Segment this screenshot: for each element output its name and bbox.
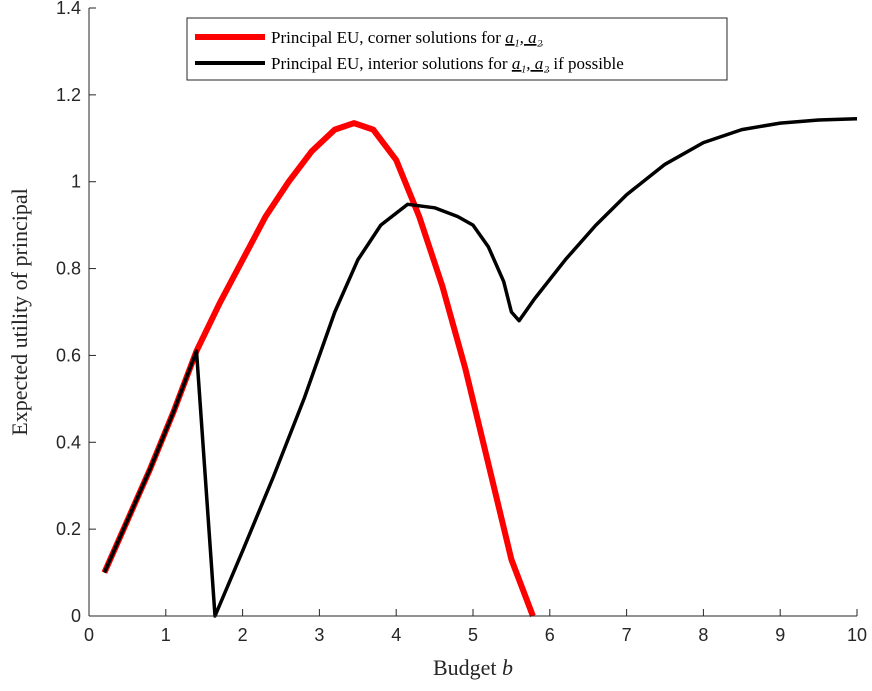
legend-entry-interior: Principal EU, interior solutions for a₁,… [195,54,624,73]
legend: Principal EU, corner solutions for a₁, a… [186,17,728,81]
y-tick-label: 0.4 [56,432,81,452]
legend-label-corner: Principal EU, corner solutions for a₁, a… [271,28,543,47]
series-line-interior [102,116,858,618]
x-axis-title-text: Budget [433,655,502,680]
x-tick-label: 9 [775,625,785,645]
x-tick-label: 6 [545,625,555,645]
y-tick-label: 0.6 [56,345,81,365]
x-tick-label: 5 [468,625,478,645]
x-tick-label: 2 [238,625,248,645]
x-tick-label: 0 [84,625,94,645]
x-axis-title-var: b [502,655,513,680]
y-tick-label: 1.2 [56,85,81,105]
legend-label-interior-text: Principal EU, interior solutions for [271,54,512,73]
x-tick-label: 1 [161,625,171,645]
y-tick-label: 1.4 [56,0,81,18]
legend-label-corner-text: Principal EU, corner solutions for [271,28,505,47]
y-tick-label: 0.8 [56,259,81,279]
legend-entry-corner: Principal EU, corner solutions for a₁, a… [195,28,543,47]
x-tick-label: 7 [622,625,632,645]
legend-label-interior-math: a₁, a₂ [512,54,549,73]
legend-label-interior-suffix: if possible [549,54,624,73]
x-tick-label: 10 [847,625,867,645]
y-tick-label: 0 [71,606,81,626]
x-tick-label: 4 [391,625,401,645]
legend-label-corner-math: a₁, a₂ [505,28,542,47]
y-tick-label: 1 [71,172,81,192]
legend-label-interior: Principal EU, interior solutions for a₁,… [271,54,624,73]
series-layer [101,116,858,618]
legend-box [186,17,728,81]
plot-background [89,8,857,616]
x-axis-title: Budget b [433,655,513,680]
x-tick-label: 8 [698,625,708,645]
x-tick-label: 3 [314,625,324,645]
y-tick-label: 0.2 [56,519,81,539]
plot-area [89,8,857,616]
ticks: 0 1 2 3 4 5 6 7 8 9 10 0 0.2 0.4 0.6 0.8 1 1.2 1.4 [56,0,867,645]
y-axis-title: Expected utility of principal [7,188,32,435]
